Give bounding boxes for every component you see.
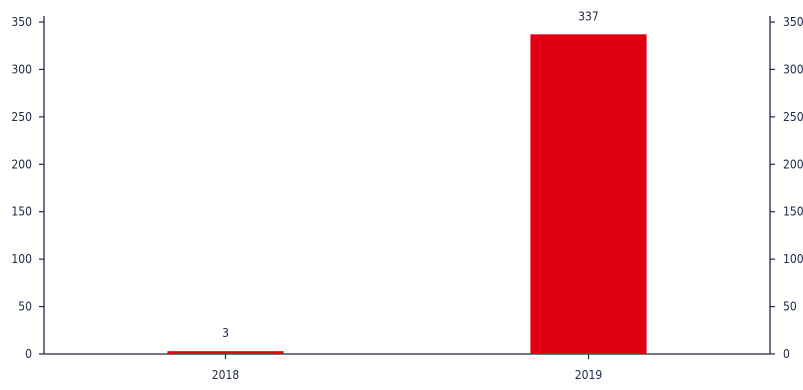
left-y-tick-label: 200 [11,157,32,171]
left-y-tick-label: 300 [11,62,32,76]
left-y-tick-label: 100 [11,252,32,266]
x-tick-label-2018: 2018 [212,368,240,382]
right-y-tick-label: 350 [783,15,803,29]
labels: 2018 3 2019 337 [212,9,603,382]
data-label-2018: 3 [222,326,229,340]
bar-2018 [167,351,284,354]
right-y-tick-label: 50 [783,300,797,314]
right-y-tick-label: 100 [783,252,803,266]
x-tick-label-2019: 2019 [575,368,603,382]
axes: 0 0 50 50 100 100 150 150 200 200 250 250 300 300 350 3… [11,15,803,361]
left-y-tick-label: 0 [25,347,32,361]
left-y-tick-label: 150 [11,205,32,219]
right-y-tick-label: 0 [783,347,790,361]
bar-2019 [530,34,647,355]
left-y-tick-label: 50 [18,300,32,314]
data-label-2019: 337 [578,9,599,23]
right-y-tick-label: 200 [783,157,803,171]
right-y-tick-label: 150 [783,205,803,219]
left-y-tick-label: 350 [11,15,32,29]
bars [167,34,647,355]
left-y-tick-label: 250 [11,110,32,124]
right-y-tick-label: 300 [783,62,803,76]
right-y-tick-label: 250 [783,110,803,124]
